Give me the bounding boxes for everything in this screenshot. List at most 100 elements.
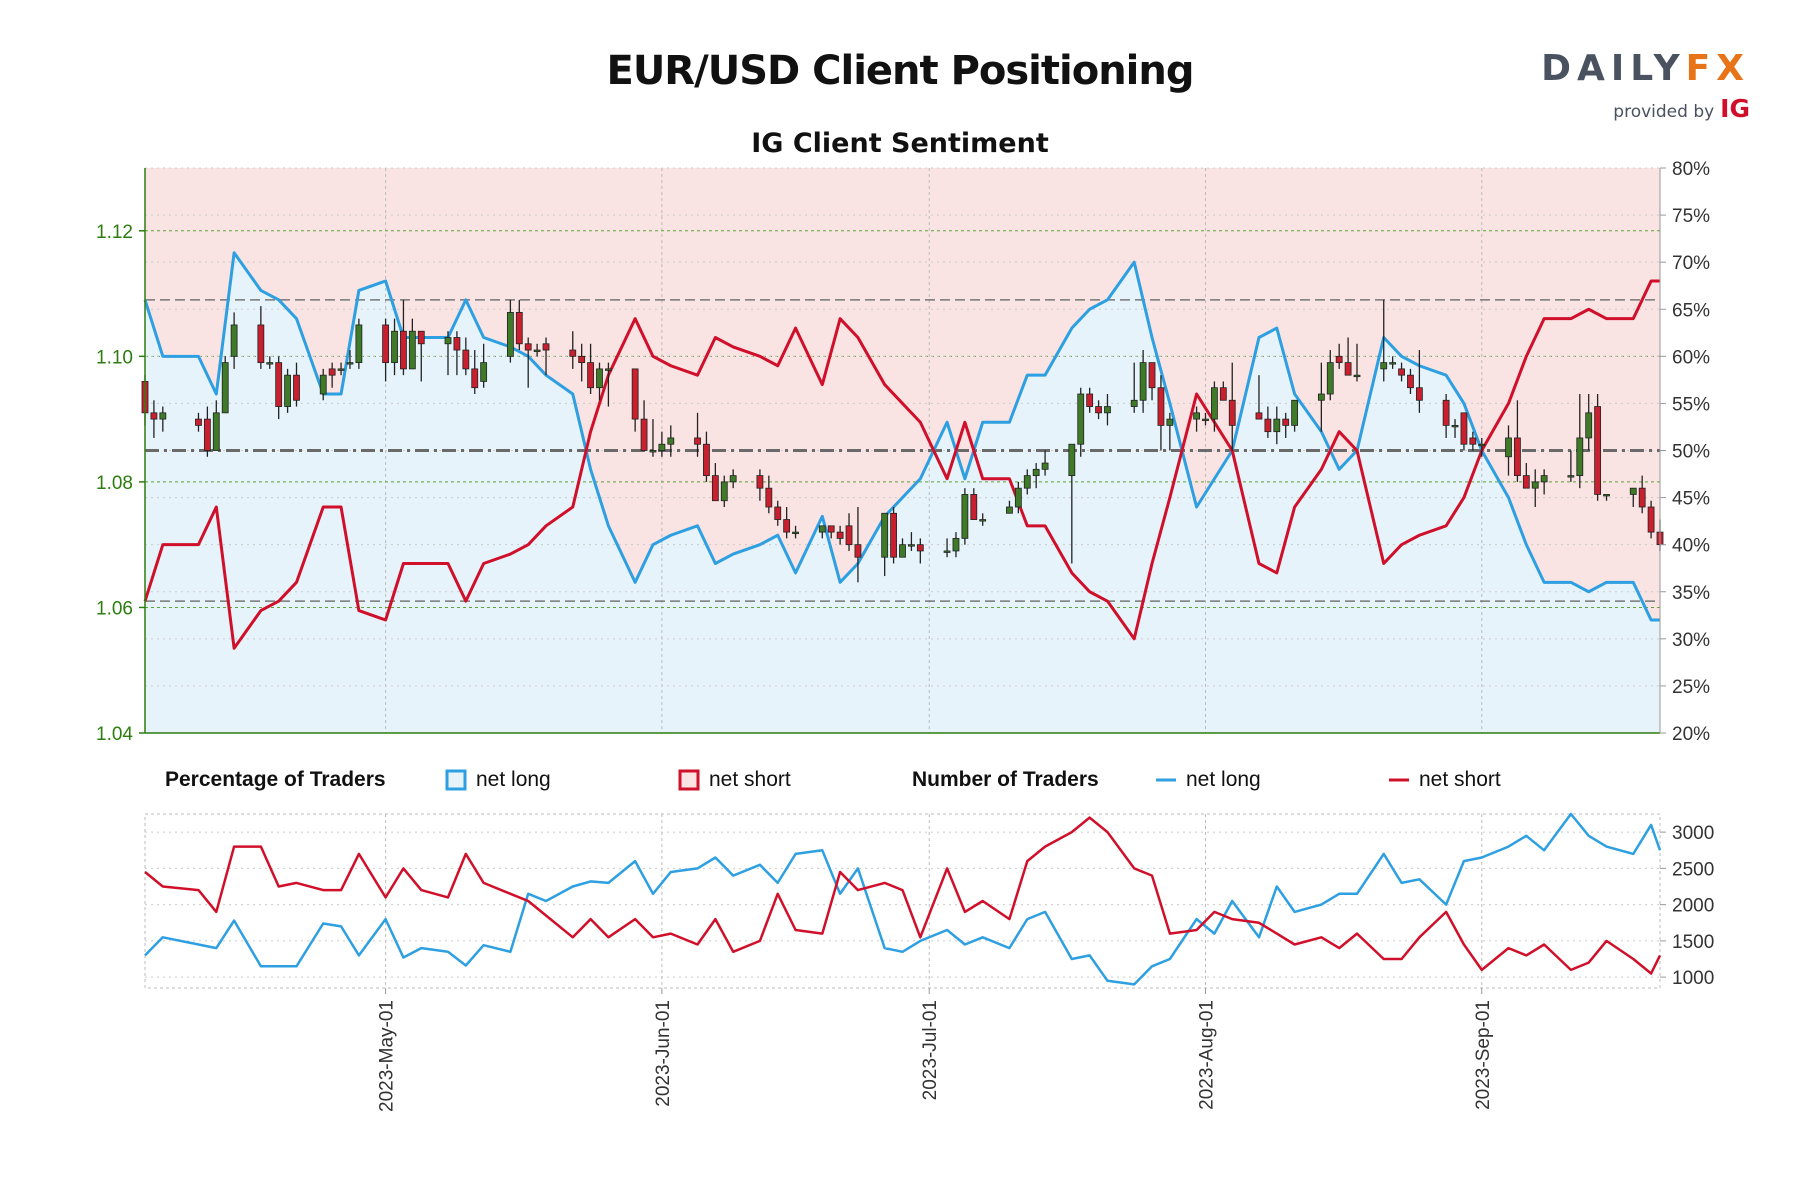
candle-up — [1389, 362, 1397, 365]
pct-tick-label: 35% — [1672, 583, 1710, 604]
candle-down — [1219, 387, 1227, 401]
candle-up — [649, 450, 657, 453]
candle-down — [569, 349, 577, 357]
candle-up — [1326, 362, 1334, 395]
candle-up — [221, 362, 229, 414]
net-short-pct-line — [143, 279, 1660, 650]
candle-down — [1255, 412, 1263, 420]
price-sentiment-panel: 1.04 1.06 1.08 1.10 1.12 20% 25% 30% 35% 40% 45% 50… — [96, 159, 1710, 745]
candle-down — [1415, 387, 1423, 401]
price-tick-label: 1.06 — [96, 598, 133, 619]
candle-up — [1077, 393, 1085, 445]
candle-down — [578, 355, 586, 364]
candle-up — [355, 324, 363, 364]
candle-down — [854, 544, 862, 558]
net-long-count-line — [144, 812, 1662, 986]
candle-down — [382, 324, 390, 364]
candle-up — [1041, 462, 1049, 470]
x-tick-label: 2023-Sep-01 — [1473, 1000, 1494, 1110]
candle-down — [1522, 475, 1530, 489]
candle-up — [1380, 362, 1388, 370]
candle-up — [1576, 437, 1584, 477]
candle-down — [1638, 487, 1646, 508]
candle-down — [417, 330, 425, 345]
candle-down — [1407, 374, 1414, 389]
x-tick-label: 2023-Aug-01 — [1197, 1000, 1218, 1110]
count-tick-label: 2000 — [1672, 896, 1714, 917]
candle-up — [319, 374, 327, 395]
candle-up — [1032, 468, 1040, 477]
candle-down — [1442, 399, 1450, 426]
x-tick-label: 2023-Jun-01 — [653, 1000, 674, 1107]
candle-up — [391, 330, 398, 364]
candle-up — [1291, 399, 1299, 426]
candle-down — [1398, 368, 1405, 376]
legend-num-long-label: net long — [1186, 768, 1261, 791]
candle-up — [658, 443, 666, 451]
candle-down — [890, 512, 897, 558]
candle-down — [694, 437, 701, 445]
candle-up — [1023, 475, 1031, 489]
x-tick-label: 2023-May-01 — [377, 1000, 398, 1112]
candle-down — [1594, 406, 1602, 495]
candle-down — [703, 443, 710, 477]
candle-down — [203, 418, 211, 451]
candle-down — [1157, 387, 1165, 426]
pct-tick-label: 75% — [1672, 206, 1710, 227]
brand-daily: DAILY — [1541, 48, 1686, 89]
candle-up — [1603, 494, 1610, 497]
candle-down — [1469, 437, 1477, 445]
candle-down — [328, 368, 336, 376]
candle-up — [596, 368, 603, 389]
candle-down — [1344, 362, 1352, 376]
candle-up — [506, 311, 514, 357]
candle-down — [1335, 355, 1343, 364]
candle-up — [1193, 412, 1200, 420]
candle-up — [212, 412, 220, 451]
candle-up — [230, 324, 238, 357]
candle-up — [720, 481, 728, 502]
pct-tick-label: 50% — [1672, 442, 1710, 463]
price-tick-label: 1.08 — [96, 473, 133, 494]
candle-up — [667, 437, 675, 445]
candle-up — [1585, 412, 1593, 439]
candle-down — [1095, 406, 1102, 414]
candle-down — [150, 412, 158, 420]
candle-down — [756, 475, 764, 489]
candle-up — [1567, 475, 1575, 478]
candle-up — [899, 544, 906, 558]
pct-tick-label: 30% — [1672, 630, 1710, 651]
pct-tick-label: 60% — [1672, 347, 1710, 368]
candle-up — [605, 368, 612, 371]
candle-down — [640, 418, 648, 451]
candle-up — [284, 374, 291, 407]
price-tick-label: 1.10 — [96, 347, 133, 368]
candle-up — [818, 525, 826, 533]
candle-down — [462, 349, 470, 370]
candle-down — [471, 368, 479, 389]
legend: Percentage of Traders net long net short… — [165, 768, 1501, 791]
candle-up — [1166, 418, 1174, 426]
brand-provided-text: provided by — [1613, 102, 1715, 122]
candle-down — [836, 531, 844, 539]
candle-down — [542, 343, 550, 351]
candle-up — [1006, 506, 1013, 514]
candle-down — [453, 337, 461, 351]
candle-down — [587, 362, 594, 389]
candle-up — [961, 494, 969, 539]
candle-down — [1228, 399, 1236, 426]
pct-tick-label: 70% — [1672, 253, 1710, 274]
candle-up — [1139, 362, 1147, 401]
candle-up — [159, 412, 167, 420]
pct-tick-label: 45% — [1672, 489, 1710, 510]
legend-pct-long-swatch — [445, 769, 467, 791]
candle-down — [1282, 418, 1290, 426]
candle-up — [1629, 487, 1637, 495]
lower-frame — [144, 813, 1661, 989]
candle-down — [275, 362, 283, 407]
candle-up — [1068, 443, 1076, 477]
candle-up — [881, 512, 889, 558]
dailyfx-logo: DAILYFX provided by IG — [1528, 48, 1750, 123]
candle-up — [480, 362, 488, 382]
